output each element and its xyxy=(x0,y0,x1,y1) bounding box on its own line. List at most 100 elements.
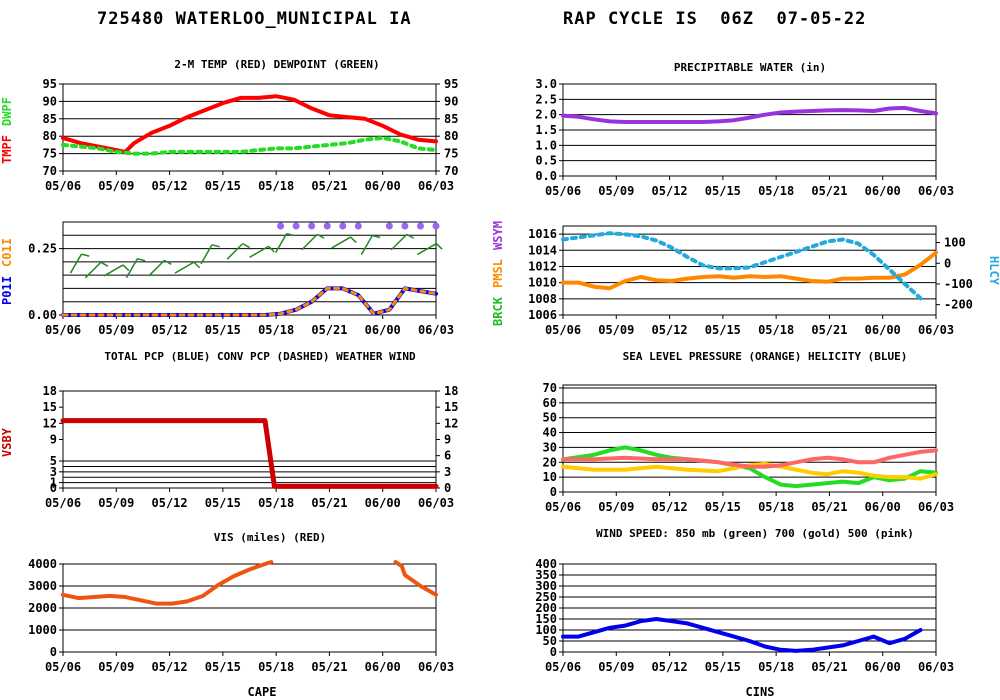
slp-ytick-label: 1008 xyxy=(528,292,557,306)
cape-xtick-label: 05/09 xyxy=(98,660,134,674)
wind-barb xyxy=(301,233,318,251)
wind-ytick-label: 50 xyxy=(543,411,557,425)
cins-series-cins xyxy=(561,617,923,653)
precip-weather-marker xyxy=(339,222,347,230)
vis-ytick-label: 5 xyxy=(50,454,57,468)
wind-top-caption: SEA LEVEL PRESSURE (ORANGE) HELICITY (BL… xyxy=(623,350,908,363)
wind-barb-flag xyxy=(372,234,381,239)
wind-barb xyxy=(416,242,437,256)
temp-panel: 70 75 80 85 90 95 70 75 80 85 90 95 05/06 05/09 05/12 0… xyxy=(0,58,458,193)
wind-barb-flag xyxy=(406,233,415,239)
slp-ytick-label: 1012 xyxy=(528,259,557,273)
slp-xtick-label: 05/18 xyxy=(758,323,794,337)
vis-right-ytick-label: 15 xyxy=(444,400,458,414)
wind-barb xyxy=(148,259,165,277)
cape-series-cape xyxy=(61,560,274,606)
vis-xtick-label: 05/12 xyxy=(152,496,188,510)
pwat-xtick-label: 05/21 xyxy=(811,184,847,198)
pwat-ytick-label: 0.0 xyxy=(535,169,557,183)
precip-xtick-label: 05/18 xyxy=(258,323,294,337)
precip-xtick-label: 06/03 xyxy=(418,323,454,337)
slp-ytick-label: 1006 xyxy=(528,308,557,322)
cins-ytick-label: 150 xyxy=(535,612,557,626)
pwat-xtick-label: 06/00 xyxy=(865,184,901,198)
cape-xtick-label: 05/15 xyxy=(205,660,241,674)
cape-xtick-label: 06/03 xyxy=(418,660,454,674)
temp-ytick-label: 80 xyxy=(43,129,57,143)
wind-barb-flag xyxy=(100,261,109,267)
cape-xtick-label: 05/06 xyxy=(45,660,81,674)
cins-xlabel: CINS xyxy=(746,685,775,699)
precip-xtick-label: 05/21 xyxy=(311,323,347,337)
precip-weather-marker xyxy=(354,222,362,230)
pwat-ytick-label: 1.5 xyxy=(535,123,557,137)
wind-barb-flag xyxy=(435,243,443,250)
temp-xtick-label: 05/15 xyxy=(205,179,241,193)
wind-xtick-label: 05/21 xyxy=(811,500,847,514)
slp-axis-label-wsym: WSYM xyxy=(491,221,505,250)
temp-xtick-label: 05/21 xyxy=(311,179,347,193)
temp-right-ytick-label: 80 xyxy=(444,129,458,143)
precip-weather-marker xyxy=(277,222,285,230)
precip-ytick-label: 0.00 xyxy=(28,308,57,322)
temp-axis-label-dwpf: DWPF xyxy=(0,97,14,126)
temp-ytick-label: 95 xyxy=(43,77,57,91)
cape-series-cape xyxy=(393,560,438,597)
slp-ytick-label: 1010 xyxy=(528,276,557,290)
wind-barbs xyxy=(69,232,443,279)
slp-series-hlcy xyxy=(561,231,923,301)
slp-xtick-label: 06/03 xyxy=(918,323,954,337)
temp-ytick-label: 70 xyxy=(43,164,57,178)
cins-xtick-label: 05/06 xyxy=(545,660,581,674)
cins-xtick-label: 05/21 xyxy=(811,660,847,674)
precip-weather-marker xyxy=(385,222,393,230)
wind-barb xyxy=(226,243,244,260)
wind-series-850-mb xyxy=(561,445,938,489)
temp-xtick-label: 05/18 xyxy=(258,179,294,193)
wind-series-500 xyxy=(561,448,938,469)
slp-panel: 1006 1008 1010 1012 1014 1016 -200 -100 0 100 05/0… xyxy=(491,221,1000,337)
slp-xtick-label: 05/09 xyxy=(598,323,634,337)
temp-series-dwpf xyxy=(61,135,438,156)
precip-axis-label-p01i: P01I xyxy=(0,276,14,305)
wind-xtick-label: 05/06 xyxy=(545,500,581,514)
wind-ytick-label: 0 xyxy=(550,485,557,499)
slp-xtick-label: 06/00 xyxy=(865,323,901,337)
precip-weather-marker xyxy=(401,222,409,230)
vis-series-vsby xyxy=(60,418,439,489)
wind-ytick-label: 70 xyxy=(543,381,557,395)
temp-series-tmpf xyxy=(61,94,438,154)
temp-ytick-label: 75 xyxy=(43,147,57,161)
pwat-ytick-label: 2.5 xyxy=(535,92,557,106)
wind-xtick-label: 05/09 xyxy=(598,500,634,514)
pwat-xtick-label: 05/15 xyxy=(705,184,741,198)
temp-xtick-label: 05/06 xyxy=(45,179,81,193)
cins-xtick-label: 06/00 xyxy=(865,660,901,674)
temp-xtick-label: 05/09 xyxy=(98,179,134,193)
pwat-xtick-label: 05/12 xyxy=(652,184,688,198)
vis-frame xyxy=(62,390,437,489)
wind-frame xyxy=(562,384,937,493)
slp-xtick-label: 05/15 xyxy=(705,323,741,337)
wind-barb xyxy=(390,233,408,251)
slp-right-ytick-label: 100 xyxy=(944,236,966,250)
cins-ytick-label: 100 xyxy=(535,623,557,637)
temp-xtick-label: 05/12 xyxy=(152,179,188,193)
wind-title: WIND SPEED: 850 mb (green) 700 (gold) 50… xyxy=(596,527,914,540)
vis-xtick-label: 05/18 xyxy=(258,496,294,510)
vis-right-ytick-label: 6 xyxy=(444,449,451,463)
cins-xtick-label: 05/18 xyxy=(758,660,794,674)
pwat-ytick-label: 3.0 xyxy=(535,77,557,91)
cins-xtick-label: 05/09 xyxy=(598,660,634,674)
cape-xtick-label: 06/00 xyxy=(365,660,401,674)
precip-weather-marker xyxy=(323,222,331,230)
precip-xtick-label: 05/06 xyxy=(45,323,81,337)
cins-xtick-label: 05/12 xyxy=(652,660,688,674)
cins-ytick-label: 50 xyxy=(543,634,557,648)
cape-panel: 0 1000 2000 3000 4000 05/06 05/09 05/12 05/15 05/… xyxy=(28,557,454,699)
vis-right-ytick-label: 18 xyxy=(444,384,458,398)
precip-weather-marker xyxy=(308,222,316,230)
vis-ytick-label: 0 xyxy=(50,481,57,495)
